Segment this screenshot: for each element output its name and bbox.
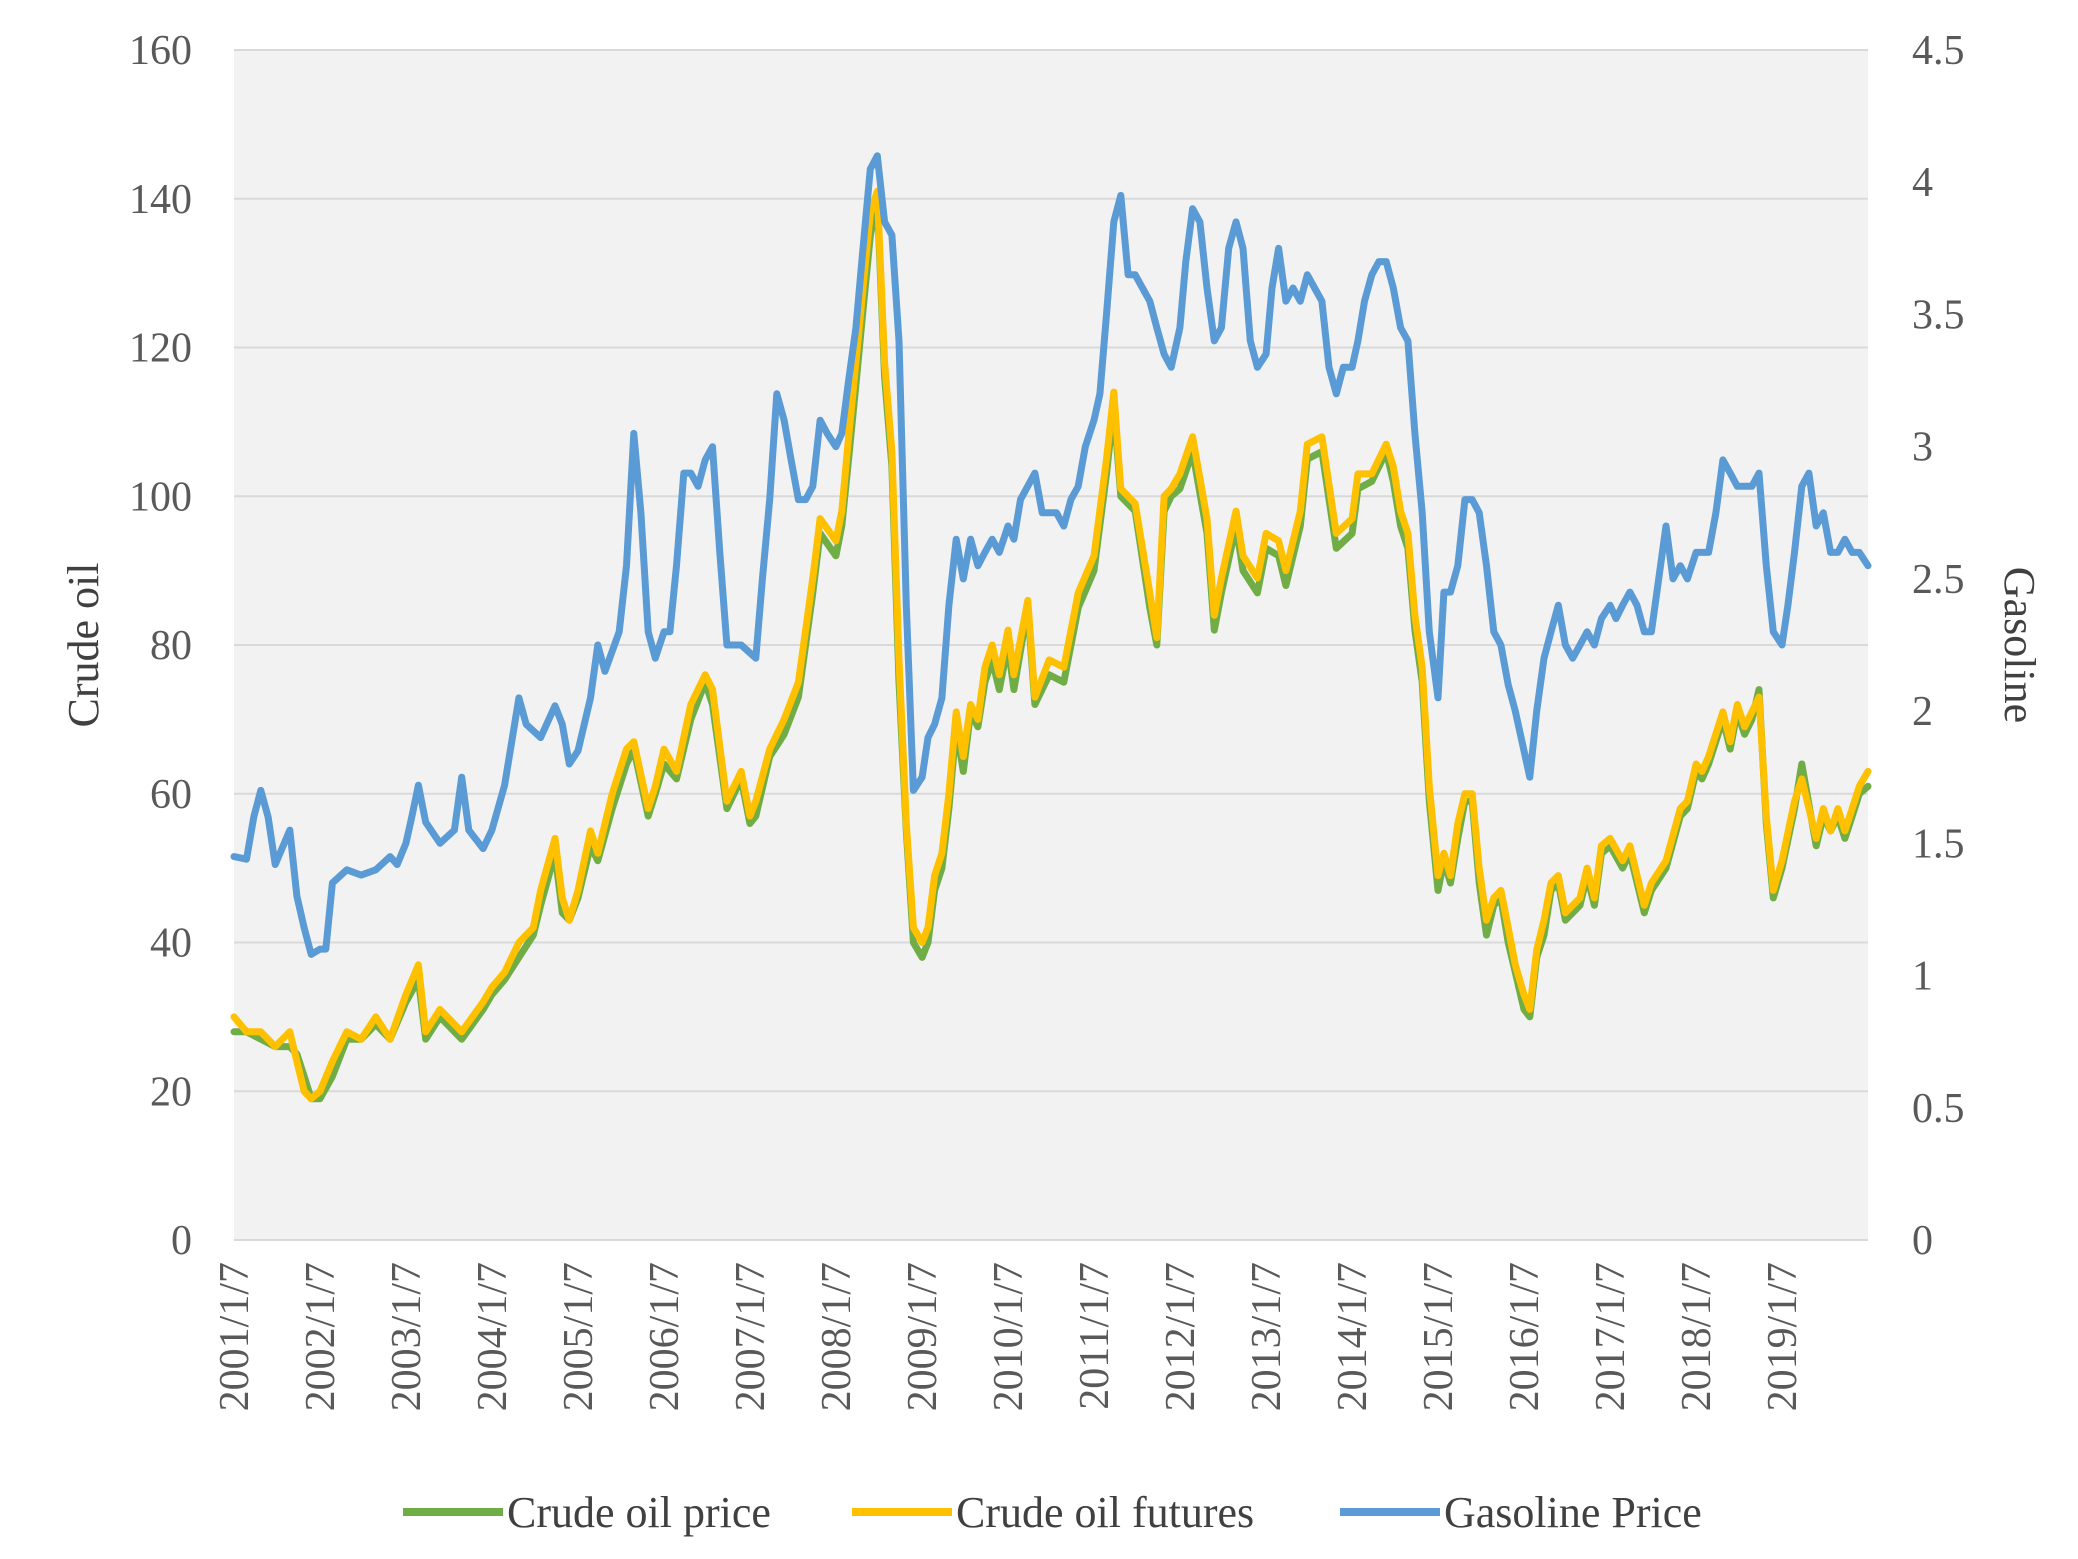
legend: Crude oil price Crude oil futures Gasoline… (403, 1488, 1702, 1537)
left-tick-label: 80 (150, 623, 192, 669)
right-tick-label: 1 (1912, 954, 1933, 1000)
legend-label: Crude oil price (507, 1488, 771, 1537)
x-tick-label: 2008/1/7 (814, 1262, 860, 1411)
x-tick-label: 2018/1/7 (1674, 1262, 1720, 1411)
left-tick-label: 160 (129, 28, 192, 74)
right-tick-label: 3.5 (1912, 292, 1965, 338)
x-tick-label: 2019/1/7 (1760, 1262, 1806, 1411)
x-tick-label: 2001/1/7 (212, 1262, 258, 1411)
x-tick-label: 2005/1/7 (556, 1262, 602, 1411)
left-tick-label: 140 (129, 177, 192, 223)
x-tick-label: 2009/1/7 (900, 1262, 946, 1411)
x-tick-label: 2002/1/7 (298, 1262, 344, 1411)
right-axis-ticks: 0 0.5 1 1.5 2 2.5 3 3.5 4 4.5 (1912, 28, 1965, 1264)
series-line-1 (230, 187, 1872, 1103)
left-tick-label: 60 (150, 772, 192, 818)
left-tick-label: 120 (129, 326, 192, 372)
series-layer (230, 152, 1872, 1103)
x-tick-label: 2014/1/7 (1330, 1262, 1376, 1411)
x-tick-label: 2010/1/7 (986, 1262, 1032, 1411)
right-tick-label: 4 (1912, 160, 1933, 206)
x-tick-label: 2011/1/7 (1072, 1262, 1118, 1410)
x-tick-label: 2006/1/7 (642, 1262, 688, 1411)
right-tick-label: 2.5 (1912, 557, 1965, 603)
right-tick-label: 2 (1912, 689, 1933, 735)
x-tick-label: 2004/1/7 (470, 1262, 516, 1411)
left-tick-label: 0 (171, 1218, 192, 1264)
left-axis-ticks: 0 20 40 60 80 100 120 140 160 (129, 28, 192, 1264)
left-tick-label: 20 (150, 1069, 192, 1115)
x-tick-label: 2017/1/7 (1588, 1262, 1634, 1411)
right-tick-label: 0.5 (1912, 1086, 1965, 1132)
x-tick-label: 2012/1/7 (1158, 1262, 1204, 1411)
right-tick-label: 3 (1912, 425, 1933, 471)
x-axis-ticks: 2001/1/7 2002/1/7 2003/1/7 2004/1/7 2005/1/7… (212, 1239, 1868, 1411)
x-tick-label: 2015/1/7 (1416, 1262, 1462, 1411)
x-tick-label: 2003/1/7 (384, 1262, 430, 1411)
left-axis-title: Crude oil (59, 563, 108, 728)
left-tick-label: 100 (129, 474, 192, 520)
legend-label: Gasoline Price (1444, 1488, 1702, 1537)
x-tick-label: 2013/1/7 (1244, 1262, 1290, 1411)
right-tick-label: 1.5 (1912, 821, 1965, 867)
right-tick-label: 0 (1912, 1218, 1933, 1264)
right-axis-title: Gasoline (1995, 567, 2044, 723)
right-tick-label: 4.5 (1912, 28, 1965, 74)
x-tick-label: 2016/1/7 (1502, 1262, 1548, 1411)
series-line-2 (230, 152, 1872, 958)
x-tick-label: 2007/1/7 (728, 1262, 774, 1411)
legend-label: Crude oil futures (956, 1488, 1254, 1537)
left-tick-label: 40 (150, 921, 192, 967)
